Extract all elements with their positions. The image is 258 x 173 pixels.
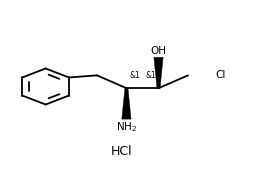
Text: &1: &1 (129, 71, 140, 80)
Text: HCl: HCl (110, 145, 132, 158)
Text: OH: OH (150, 47, 166, 56)
Text: Cl: Cl (215, 70, 225, 80)
Text: NH$_2$: NH$_2$ (116, 120, 137, 134)
Text: &1: &1 (146, 71, 156, 80)
Polygon shape (154, 57, 163, 88)
Polygon shape (122, 88, 131, 119)
